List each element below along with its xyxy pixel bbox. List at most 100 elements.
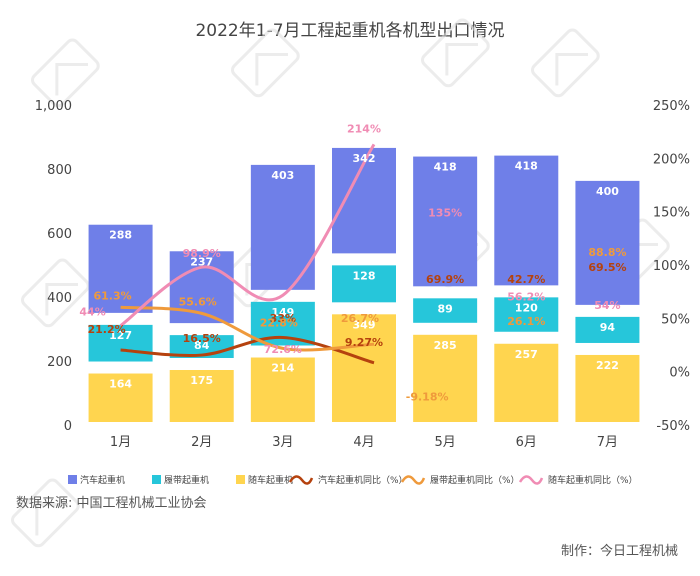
watermark-shape: [420, 18, 490, 88]
yoy-value-label: 16.5%: [183, 332, 221, 345]
legend-swatch: [288, 475, 314, 485]
bar-value-label: 400: [596, 185, 619, 198]
bar-value-label: 403: [271, 169, 294, 182]
y-right-tick-label: 150%: [653, 206, 690, 221]
bar-value-label: 349: [353, 318, 376, 331]
bar-segment: [413, 334, 478, 422]
data-source: 数据来源: 中国工程机械工业协会: [16, 496, 207, 511]
watermark-mark: [20, 258, 90, 328]
legend-label: 汽车起重机: [80, 474, 125, 486]
legend-swatch: [152, 475, 161, 484]
y-left-tick-label: 800: [47, 163, 72, 178]
watermark-shape: [30, 38, 100, 108]
yoy-value-label: 55.6%: [179, 295, 217, 308]
bar-segment: [575, 316, 640, 343]
bar-value-label: 257: [515, 348, 538, 361]
bar-value-label: 285: [434, 339, 457, 352]
bar-segment: [575, 354, 640, 422]
watermark-shape: [530, 28, 600, 98]
watermark-mark: [30, 38, 100, 108]
bar-segment: [575, 180, 640, 305]
watermark-shape: [55, 62, 88, 96]
bar-value-label: 84: [194, 339, 210, 352]
legend-swatch: [68, 475, 77, 484]
watermark-shape: [555, 52, 588, 86]
data-labels: 164 127 288 175 84 237 214 149 403 349 128 342 285 89…: [79, 122, 626, 403]
bar-value-label: 418: [515, 160, 538, 173]
watermark-mark: [530, 28, 600, 98]
yoy-value-label: 33%: [270, 312, 296, 325]
watermark-shape: [35, 502, 68, 536]
bars: [88, 147, 640, 422]
bar-segment: [332, 314, 396, 422]
yoy-value-label: -9.18%: [406, 390, 449, 403]
x-tick-label: 1月: [110, 435, 131, 450]
axes: 0 200 400 600 800 1,000 -50% 0% 50% 100% 150% 200% 2…: [35, 99, 690, 450]
bar-value-label: 164: [109, 378, 132, 391]
bar-segment: [88, 224, 153, 313]
legend-label: 汽车起重机同比（%）: [318, 474, 408, 486]
y-right-tick-label: 200%: [653, 152, 690, 167]
x-tick-label: 2月: [191, 435, 212, 450]
yoy-line: [119, 143, 376, 327]
y-left-tick-label: 0: [64, 419, 72, 434]
bar-value-label: 89: [437, 302, 452, 315]
watermark-mark: [420, 18, 490, 88]
chart-title: 2022年1-7月工程起重机各机型出口情况: [195, 21, 505, 41]
x-tick-label: 7月: [597, 435, 618, 450]
yoy-value-label: 42.7%: [507, 273, 545, 286]
bar-value-label: 127: [109, 329, 132, 342]
yoy-value-label: 214%: [347, 122, 381, 135]
yoy-value-label: 98.9%: [183, 247, 221, 260]
x-tick-label: 5月: [435, 435, 456, 450]
yoy-value-label: 26.7%: [341, 312, 379, 325]
watermark-mark: [230, 28, 300, 98]
x-tick-label: 6月: [516, 435, 537, 450]
y-right-tick-label: 100%: [653, 259, 690, 274]
bar-segment: [494, 343, 559, 422]
watermark-mark: [10, 478, 80, 548]
yoy-value-label: 26.1%: [507, 315, 545, 328]
yoy-value-label: 22.8%: [260, 316, 298, 329]
bar-value-label: 128: [353, 269, 376, 282]
legend-label: 随车起重机同比（%）: [548, 474, 638, 486]
legend: 汽车起重机 履带起重机 随车起重机 汽车起重机同比（%） 履带起重机同比（%） 随车起重机…: [68, 474, 638, 486]
bar-value-label: 175: [190, 374, 213, 387]
yoy-value-label: 135%: [428, 207, 462, 220]
yoy-line: [120, 305, 375, 352]
bar-value-label: 149: [271, 306, 294, 319]
watermark-shape: [255, 52, 288, 86]
bar-value-label: 94: [600, 321, 616, 334]
yoy-value-label: 54%: [594, 299, 620, 312]
bar-segment: [88, 373, 153, 422]
y-right-tick-label: 250%: [653, 99, 690, 114]
y-right-tick-label: 0%: [669, 366, 690, 381]
yoy-value-label: 9.27%: [345, 336, 383, 349]
bar-segment: [250, 357, 315, 422]
legend-swatch: [236, 475, 245, 484]
bar-value-label: 288: [109, 229, 132, 242]
lines: [119, 143, 376, 365]
x-tick-label: 4月: [353, 435, 374, 450]
legend-label: 履带起重机同比（%）: [430, 474, 520, 486]
y-left-tick-label: 400: [47, 291, 72, 306]
y-right-tick-label: 50%: [661, 312, 690, 327]
watermark-shape: [20, 258, 90, 328]
bar-value-label: 237: [190, 255, 213, 268]
legend-swatch: [400, 475, 426, 485]
watermark-shape: [10, 478, 80, 548]
legend-label: 履带起重机: [164, 474, 209, 486]
yoy-value-label: 61.3%: [93, 289, 131, 302]
yoy-value-label: 69.9%: [426, 273, 464, 286]
bar-value-label: 214: [271, 362, 294, 375]
yoy-value-label: 21.2%: [87, 323, 125, 336]
watermark-shape: [45, 282, 78, 316]
bar-segment: [88, 324, 153, 362]
yoy-value-label: 56.2%: [507, 291, 545, 304]
bar-segment: [494, 297, 559, 332]
bar-value-label: 120: [515, 301, 538, 314]
x-tick-label: 3月: [272, 435, 293, 450]
watermark-shape: [445, 42, 478, 76]
bar-segment: [494, 155, 559, 286]
